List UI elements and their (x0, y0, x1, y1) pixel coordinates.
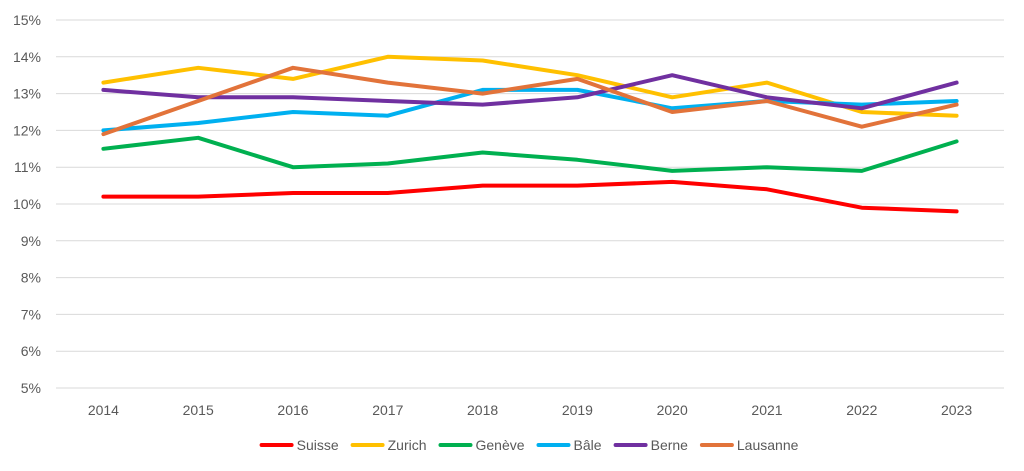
y-tick-label: 8% (21, 270, 41, 286)
series-line-suisse (101, 179, 959, 214)
legend-label: Lausanne (737, 437, 799, 453)
y-tick-label: 14% (13, 49, 41, 65)
x-tick-label: 2017 (372, 402, 403, 418)
legend-label: Suisse (297, 437, 339, 453)
x-tick-label: 2020 (657, 402, 688, 418)
x-tick-label: 2023 (941, 402, 972, 418)
y-tick-label: 15% (13, 12, 41, 28)
series-line-genève (101, 135, 959, 173)
legend-label: Genève (476, 437, 525, 453)
legend-item: Genève (438, 437, 525, 453)
y-tick-label: 6% (21, 343, 41, 359)
x-tick-label: 2022 (846, 402, 877, 418)
series-line-zurich (101, 54, 959, 118)
legend-item: Lausanne (699, 437, 799, 453)
y-tick-label: 5% (21, 380, 41, 396)
y-tick-label: 13% (13, 86, 41, 102)
x-tick-label: 2019 (562, 402, 593, 418)
legend-label: Berne (651, 437, 689, 453)
y-tick-label: 11% (14, 159, 41, 175)
legend-item: Berne (613, 437, 689, 453)
y-tick-label: 10% (13, 196, 41, 212)
x-axis: 2014 2015 2016 2017 2018 2019 2020 2021 2022 2023 (88, 402, 973, 418)
x-tick-label: 2021 (751, 402, 782, 418)
x-tick-label: 2016 (277, 402, 308, 418)
series-line-lausanne (101, 65, 959, 137)
x-tick-label: 2014 (88, 402, 119, 418)
gridlines (56, 19, 1004, 389)
y-tick-label: 9% (21, 233, 41, 249)
legend-item: Zurich (350, 437, 427, 453)
legend: Suisse Zurich Genève Bâle Berne Lausanne (259, 437, 799, 453)
y-tick-label: 12% (13, 122, 41, 138)
legend-item: Bâle (536, 437, 602, 453)
x-tick-label: 2015 (183, 402, 214, 418)
legend-item: Suisse (259, 437, 339, 453)
x-tick-label: 2018 (467, 402, 498, 418)
y-tick-label: 7% (21, 306, 41, 322)
y-axis: 5% 6% 7% 8% 9% 10% 11% 12% 13% 14% 15% (13, 12, 41, 396)
series-lines (101, 54, 959, 214)
series-line-berne (101, 73, 959, 111)
legend-label: Bâle (574, 437, 602, 453)
legend-label: Zurich (388, 437, 427, 453)
